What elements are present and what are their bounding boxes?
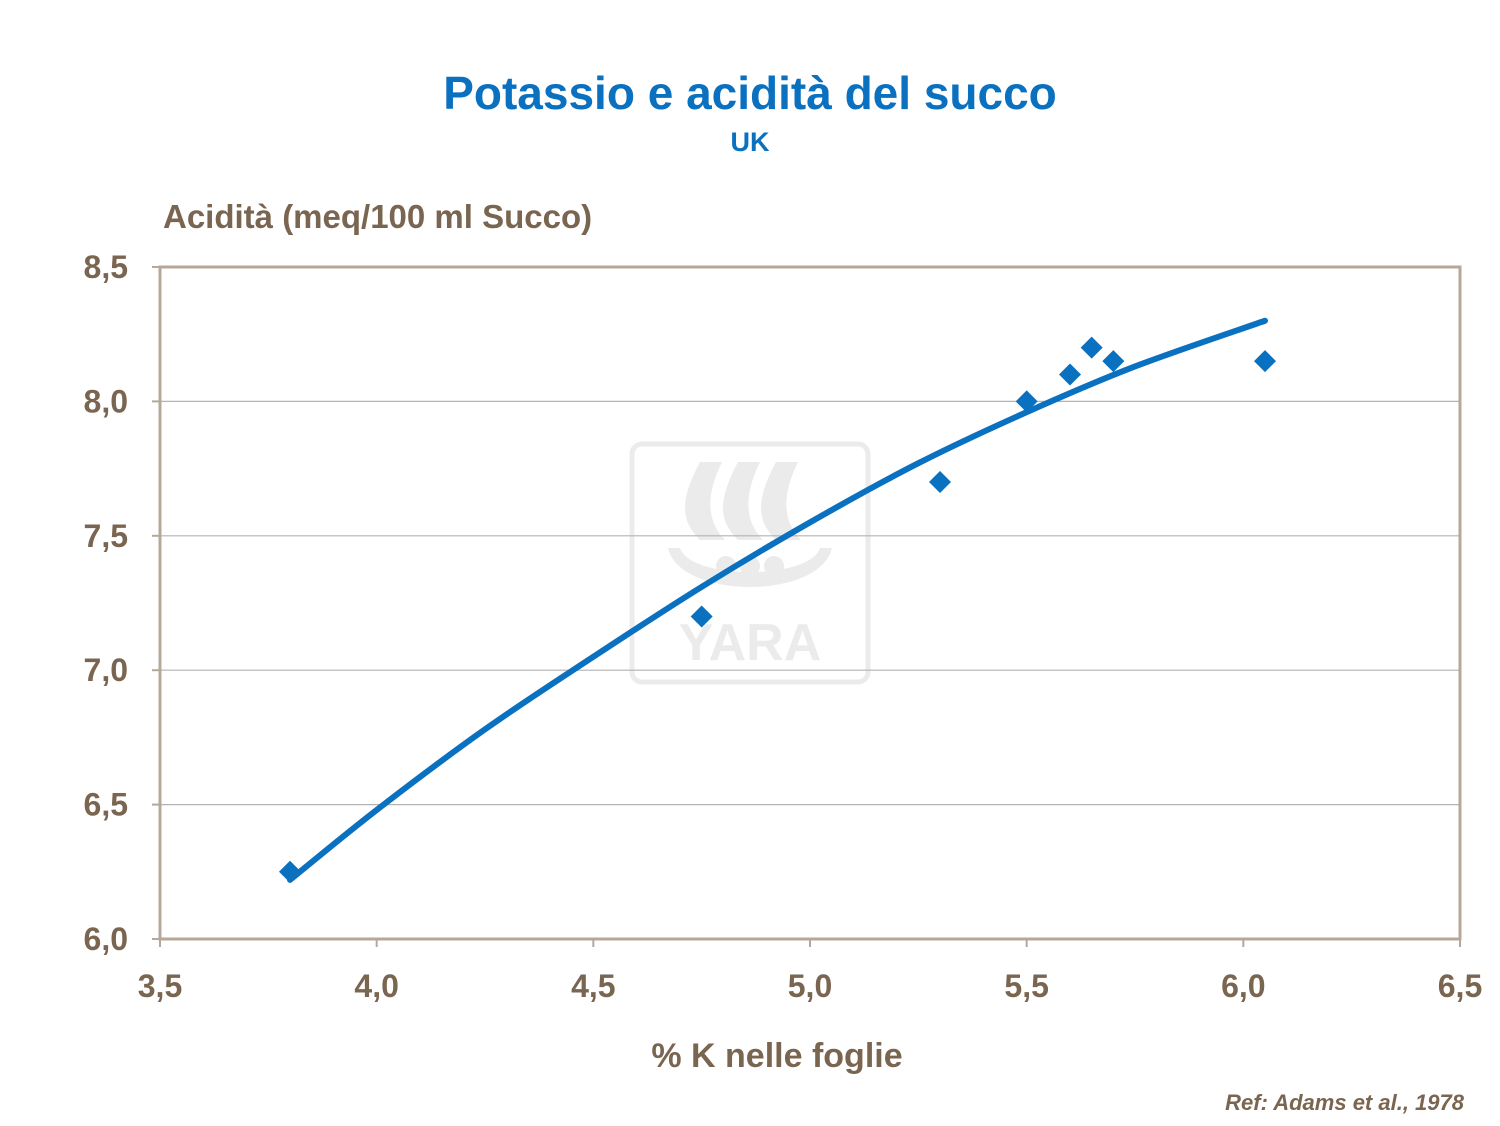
data-point [1254,350,1276,373]
x-tick-label: 5,0 [788,968,832,1004]
data-point [1080,336,1103,359]
y-axis-label: Acidità (meq/100 ml Succo) [163,198,593,235]
y-tick-label: 6,0 [84,921,128,957]
y-tick-label: 7,0 [84,652,128,688]
y-tick-label: 7,5 [84,518,128,554]
data-point [690,605,713,628]
x-tick-label: 3,5 [138,968,182,1004]
yara-logo-watermark: YARA [629,441,871,685]
chart-subtitle: UK [730,127,770,157]
reference-note: Ref: Adams et al., 1978 [1225,1090,1464,1115]
data-point [279,860,301,883]
data-point [1059,363,1081,386]
y-tick-label: 8,0 [84,383,128,419]
data-point [1102,350,1125,373]
trendline [287,317,1268,883]
chart-title: Potassio e acidità del succo [443,67,1057,119]
x-tick-label: 6,5 [1438,968,1482,1004]
x-tick-label: 5,5 [1004,968,1048,1004]
y-tick-label: 8,5 [84,249,128,285]
data-point [1015,390,1038,413]
x-tick-label: 6,0 [1221,968,1265,1004]
x-axis-label: % K nelle foglie [651,1037,903,1075]
data-point [929,471,951,494]
x-tick-label: 4,5 [571,968,615,1004]
y-tick-label: 6,5 [84,787,128,823]
x-tick-label: 4,0 [354,968,398,1004]
